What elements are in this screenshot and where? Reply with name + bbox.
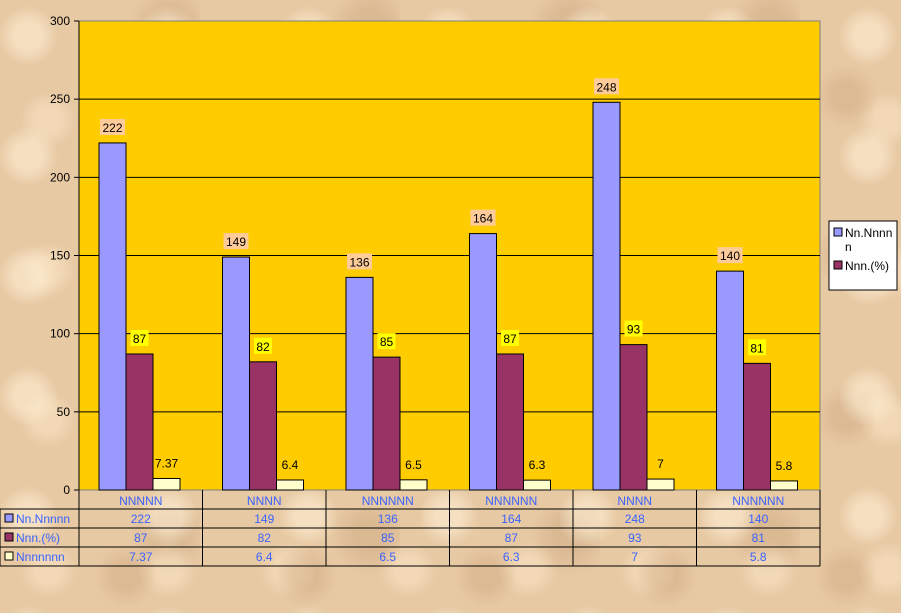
data-label: 136	[349, 255, 369, 269]
table-cell: 222	[131, 512, 151, 526]
table-cell: 6.3	[503, 550, 520, 564]
table-cell: 164	[501, 512, 521, 526]
table-cell: 85	[381, 531, 395, 545]
data-label: 149	[226, 235, 246, 249]
data-label-bg	[501, 329, 519, 346]
bar	[716, 270, 744, 491]
y-tick-label: 0	[63, 483, 70, 497]
data-label: 6.3	[529, 458, 546, 472]
data-label: 222	[102, 121, 122, 135]
data-label: 6.4	[282, 458, 299, 472]
category-label: NNNNN	[119, 494, 162, 508]
table-legend-key	[4, 532, 14, 542]
bar	[249, 361, 277, 491]
table-cell: 149	[254, 512, 274, 526]
table-cell: 87	[134, 531, 148, 545]
y-axis: 0 50 100 150 200 250 300	[50, 14, 80, 497]
legend-label: Nnn.(%)	[845, 259, 889, 273]
data-label-bg	[470, 209, 496, 226]
table-cell: 93	[628, 531, 642, 545]
bar	[619, 344, 648, 491]
bar	[743, 362, 771, 491]
table-cell: 87	[505, 531, 519, 545]
legend-label-wrap: n	[845, 240, 852, 254]
bar	[770, 480, 798, 491]
data-label-bg	[223, 233, 249, 250]
data-label: 7	[657, 457, 664, 471]
table-cell: 6.5	[379, 550, 396, 564]
bar	[399, 479, 428, 491]
data-label-bg	[100, 118, 125, 135]
category-label: NNNNNN	[362, 494, 414, 508]
bar	[276, 479, 304, 491]
bar	[469, 233, 497, 491]
legend: Nn.Nnnnn Nnn.(%)	[828, 220, 898, 291]
bar	[98, 142, 127, 491]
bar	[125, 353, 154, 491]
data-label: 6.5	[405, 458, 422, 472]
data-label: 82	[256, 340, 270, 354]
table-cell: 81	[752, 531, 766, 545]
data-label: 81	[750, 341, 764, 355]
y-tick-label: 250	[50, 92, 70, 106]
category-label: NNNN	[247, 494, 282, 508]
bar	[496, 353, 524, 491]
category-label: NNNNNN	[485, 494, 537, 508]
table-cell: 5.8	[750, 550, 767, 564]
table-legend-key	[4, 551, 14, 561]
table-legend-key	[4, 513, 14, 523]
bar	[523, 479, 551, 491]
bar	[372, 356, 401, 491]
y-tick-label: 100	[50, 327, 70, 341]
data-label: 7.37	[155, 456, 179, 470]
legend-key	[833, 260, 843, 270]
data-label-bg	[624, 320, 643, 337]
data-label-bg	[748, 339, 766, 356]
table-cell: 140	[748, 512, 768, 526]
data-label-bg	[347, 253, 372, 270]
table-cell: 248	[625, 512, 645, 526]
table-series-name: Nnn.(%)	[16, 531, 60, 545]
table-series-name: Nnnnnnn	[16, 550, 65, 564]
bar	[646, 478, 675, 491]
y-tick-label: 300	[50, 14, 70, 28]
table-cell: 7.37	[129, 550, 153, 564]
category-label: NNNNNN	[732, 494, 784, 508]
category-label: NNNN	[617, 494, 652, 508]
data-label: 87	[133, 332, 147, 346]
data-label: 140	[720, 249, 740, 263]
data-label-bg	[717, 247, 743, 264]
data-label: 164	[473, 212, 493, 226]
gridlines	[79, 98, 820, 413]
legend-label: Nn.Nnnn	[845, 226, 892, 240]
table-cell: 136	[378, 512, 398, 526]
table-cell: 6.4	[256, 550, 273, 564]
data-label-bg	[594, 78, 619, 95]
bar	[345, 276, 374, 491]
table-series-name: Nn.Nnnnn	[16, 512, 70, 526]
data-label: 85	[380, 335, 394, 349]
table-cell: 82	[258, 531, 272, 545]
data-label: 93	[627, 323, 641, 337]
y-tick-label: 200	[50, 170, 70, 184]
table-cell: 7	[631, 550, 638, 564]
legend-key	[833, 227, 843, 237]
y-tick-label: 150	[50, 249, 70, 263]
bar	[592, 101, 621, 491]
data-label-bg	[130, 329, 149, 346]
bar	[152, 477, 181, 491]
bar	[222, 256, 250, 491]
data-label: 248	[596, 80, 616, 94]
data-label-bg	[254, 337, 272, 354]
bars	[98, 101, 798, 491]
y-tick-label: 50	[57, 405, 71, 419]
data-label-bg	[377, 333, 396, 350]
data-label: 5.8	[776, 459, 793, 473]
data-label: 87	[503, 332, 517, 346]
data-labels: 222 149 136 164 248 140 87 82 85 87 93 81 7.37 6.4 6.5…	[100, 78, 793, 473]
